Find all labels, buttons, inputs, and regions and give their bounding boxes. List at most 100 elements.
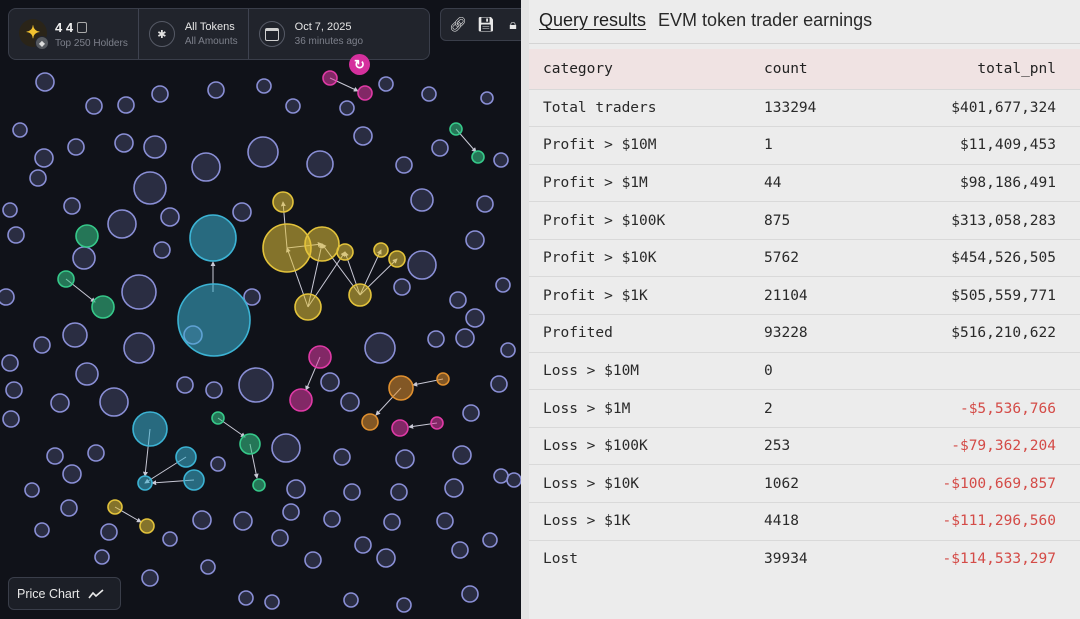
holder-bubble[interactable]: [46, 447, 64, 465]
lock-icon[interactable]: 🔒︎: [509, 16, 517, 32]
holder-bubble[interactable]: [121, 274, 157, 310]
cluster-bubble[interactable]: [107, 499, 123, 515]
cluster-bubble[interactable]: [436, 372, 450, 386]
holder-bubble[interactable]: [436, 512, 454, 530]
holder-bubble[interactable]: [493, 468, 509, 484]
holder-bubble[interactable]: [151, 85, 169, 103]
holder-bubble[interactable]: [107, 209, 137, 239]
holder-bubble[interactable]: [304, 551, 322, 569]
query-results-link[interactable]: Query results: [539, 10, 647, 30]
holder-bubble[interactable]: [117, 96, 135, 114]
holder-bubble[interactable]: [465, 230, 485, 250]
holder-bubble[interactable]: [12, 122, 28, 138]
holder-bubble[interactable]: [282, 503, 300, 521]
holder-bubble[interactable]: [24, 482, 40, 498]
holder-bubble[interactable]: [75, 362, 99, 386]
holder-bubble[interactable]: [153, 241, 171, 259]
cluster-bubble[interactable]: [388, 250, 406, 268]
token-filter[interactable]: ✱ All Tokens All Amounts: [137, 9, 248, 59]
holder-bubble[interactable]: [33, 336, 51, 354]
holder-bubble[interactable]: [271, 433, 301, 463]
holder-bubble[interactable]: [34, 522, 50, 538]
cluster-bubble[interactable]: [211, 411, 225, 425]
holder-bubble[interactable]: [191, 152, 221, 182]
holder-bubble[interactable]: [72, 246, 96, 270]
holder-bubble[interactable]: [143, 135, 167, 159]
cluster-bubble[interactable]: [137, 475, 153, 491]
holder-bubble[interactable]: [123, 332, 155, 364]
holder-bubble[interactable]: [376, 548, 396, 568]
holder-bubble[interactable]: [264, 594, 280, 610]
holder-bubble[interactable]: [452, 445, 472, 465]
cluster-bubble[interactable]: [357, 85, 373, 101]
holder-bubble[interactable]: [343, 483, 361, 501]
holder-bubble[interactable]: [29, 169, 47, 187]
holder-bubble[interactable]: [396, 597, 412, 613]
holder-bubble[interactable]: [200, 559, 216, 575]
holder-bubble[interactable]: [7, 226, 25, 244]
cluster-bubble[interactable]: [336, 243, 354, 261]
holder-bubble[interactable]: [323, 510, 341, 528]
holder-bubble[interactable]: [34, 148, 54, 168]
holder-bubble[interactable]: [286, 479, 306, 499]
column-header-count[interactable]: count: [764, 60, 808, 77]
holder-bubble[interactable]: [407, 250, 437, 280]
cluster-bubble[interactable]: [388, 375, 414, 401]
holder-bubble[interactable]: [238, 367, 274, 403]
holder-bubble[interactable]: [162, 531, 178, 547]
holder-bubble[interactable]: [114, 133, 134, 153]
holder-bubble[interactable]: [306, 150, 334, 178]
cluster-bubble[interactable]: [348, 283, 372, 307]
cluster-bubble[interactable]: [132, 411, 168, 447]
holder-bubble[interactable]: [63, 197, 81, 215]
holder-bubble[interactable]: [476, 195, 494, 213]
holder-bubble[interactable]: [482, 532, 498, 548]
holder-bubble[interactable]: [490, 375, 508, 393]
holder-bubble[interactable]: [207, 81, 225, 99]
cluster-bubble[interactable]: [239, 433, 261, 455]
holder-bubble[interactable]: [35, 72, 55, 92]
price-chart-button[interactable]: Price Chart: [8, 577, 121, 610]
holder-bubble[interactable]: [455, 328, 475, 348]
holder-bubble[interactable]: [410, 188, 434, 212]
cluster-bubble[interactable]: [57, 270, 75, 288]
cluster-bubble[interactable]: [139, 518, 155, 534]
holder-bubble[interactable]: [232, 202, 252, 222]
cluster-bubble[interactable]: [252, 478, 266, 492]
pane-divider[interactable]: [521, 0, 529, 619]
column-header-total-pnl[interactable]: total_pnl: [977, 60, 1056, 77]
holder-bubble[interactable]: [354, 536, 372, 554]
holder-bubble[interactable]: [247, 136, 279, 168]
holder-bubble[interactable]: [444, 478, 464, 498]
cluster-bubble[interactable]: [322, 70, 338, 86]
holder-bubble[interactable]: [205, 381, 223, 399]
copy-icon[interactable]: [77, 21, 88, 33]
holder-bubble[interactable]: [256, 78, 272, 94]
cluster-bubble[interactable]: [373, 242, 389, 258]
holder-bubble[interactable]: [320, 372, 340, 392]
holder-bubble[interactable]: [141, 569, 159, 587]
column-header-category[interactable]: category: [543, 60, 613, 77]
holder-bubble[interactable]: [133, 171, 167, 205]
holder-bubble[interactable]: [449, 291, 467, 309]
cluster-bubble[interactable]: [391, 419, 409, 437]
holder-bubble[interactable]: [431, 139, 449, 157]
holder-bubble[interactable]: [238, 590, 254, 606]
cluster-bubble[interactable]: [272, 191, 294, 213]
holder-bubble[interactable]: [333, 448, 351, 466]
cluster-bubble[interactable]: [308, 345, 332, 369]
holder-bubble[interactable]: [421, 86, 437, 102]
holder-bubble[interactable]: [390, 483, 408, 501]
bubble-map[interactable]: ✦ ◆ 4 4 Top 250 Holders ✱ All Tokens All…: [0, 0, 521, 619]
holder-bubbles[interactable]: [0, 70, 521, 613]
cluster-bubble[interactable]: [262, 223, 312, 273]
holder-bubble[interactable]: [353, 126, 373, 146]
holder-bubble[interactable]: [160, 207, 180, 227]
holder-bubble[interactable]: [50, 393, 70, 413]
cluster-bubble[interactable]: [289, 388, 313, 412]
cluster-bubble[interactable]: [449, 122, 463, 136]
holder-bubble[interactable]: [94, 549, 110, 565]
cluster-bubble[interactable]: [189, 214, 237, 262]
holder-bubble[interactable]: [87, 444, 105, 462]
holder-bubble[interactable]: [60, 499, 78, 517]
